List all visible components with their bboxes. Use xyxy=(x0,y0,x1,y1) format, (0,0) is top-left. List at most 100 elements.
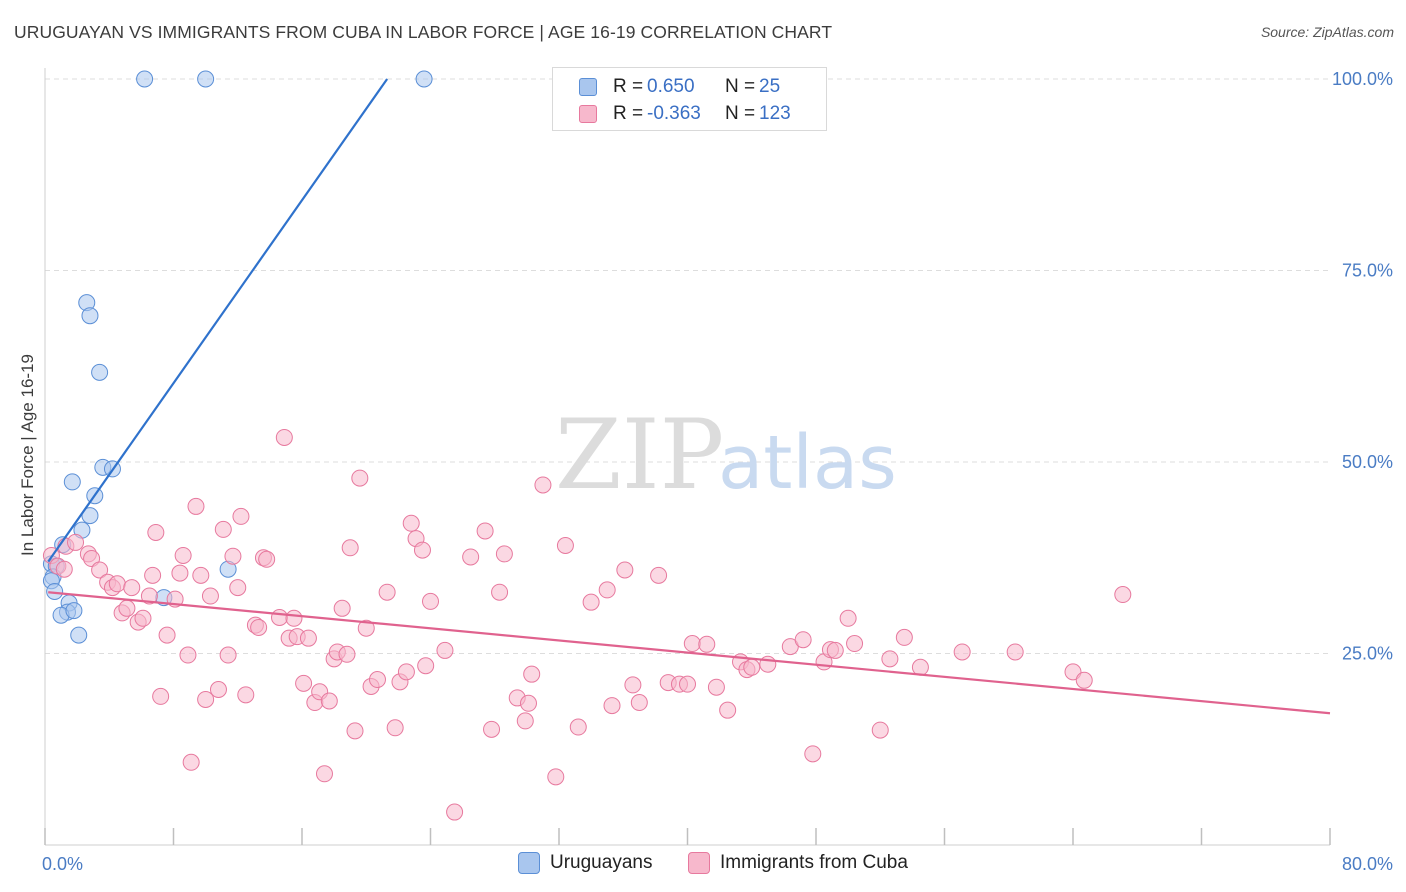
legend-n-label: N = xyxy=(725,103,756,124)
point-uruguayans xyxy=(70,626,88,644)
y-tick-label: 25.0% xyxy=(1342,644,1393,664)
point-cuba xyxy=(462,548,480,566)
chart-title: URUGUAYAN VS IMMIGRANTS FROM CUBA IN LAB… xyxy=(14,22,833,42)
point-cuba xyxy=(333,599,351,617)
y-tick-label: 75.0% xyxy=(1342,261,1393,281)
point-uruguayans xyxy=(81,307,99,325)
point-cuba xyxy=(378,583,396,601)
legend-n-value: 123 xyxy=(759,103,791,124)
point-cuba xyxy=(152,687,170,705)
point-cuba xyxy=(123,579,141,597)
bottom-legend-label: Uruguayans xyxy=(550,852,653,873)
point-uruguayans xyxy=(46,582,64,600)
point-cuba xyxy=(192,566,210,584)
point-cuba xyxy=(67,533,85,551)
point-cuba xyxy=(351,469,369,487)
point-cuba xyxy=(650,566,668,584)
point-cuba xyxy=(743,658,761,676)
point-cuba xyxy=(1075,671,1093,689)
point-cuba xyxy=(698,635,716,653)
point-cuba xyxy=(275,428,293,446)
point-cuba xyxy=(237,686,255,704)
legend: R = 0.650 N = 25 R = -0.363 N = 123 xyxy=(552,67,827,131)
point-uruguayans xyxy=(91,363,109,381)
legend-swatch-blue xyxy=(579,78,597,96)
watermark-zip: ZIP xyxy=(555,399,724,511)
bottom-legend: Uruguayans Immigrants from Cuba xyxy=(0,852,1406,878)
point-cuba xyxy=(582,593,600,611)
point-cuba xyxy=(603,697,621,715)
point-cuba xyxy=(1114,586,1132,604)
point-cuba xyxy=(229,579,247,597)
point-cuba xyxy=(881,650,899,668)
point-cuba xyxy=(871,721,889,739)
y-axis-label: In Labor Force | Age 16-19 xyxy=(18,354,37,556)
point-cuba xyxy=(624,676,642,694)
point-cuba xyxy=(182,753,200,771)
bottom-legend-uruguayans: Uruguayans xyxy=(518,852,652,874)
point-cuba xyxy=(719,701,737,719)
point-cuba xyxy=(147,523,165,541)
point-cuba xyxy=(315,765,333,783)
point-cuba xyxy=(491,583,509,601)
point-cuba xyxy=(83,550,101,568)
point-cuba xyxy=(250,618,268,636)
point-cuba xyxy=(495,545,513,563)
point-cuba xyxy=(804,745,822,763)
point-cuba xyxy=(422,592,439,610)
point-cuba xyxy=(417,657,435,675)
point-cuba xyxy=(55,560,73,578)
tick-labels: 100.0% 75.0% 50.0% 25.0% 0.0% 80.0% xyxy=(42,69,1393,874)
trend-line-cuba xyxy=(48,591,1331,715)
legend-n-value: 25 xyxy=(759,76,781,97)
point-cuba xyxy=(144,566,162,584)
bottom-legend-swatch-pink xyxy=(688,852,710,874)
point-cuba xyxy=(271,608,289,626)
y-tick-label: 100.0% xyxy=(1332,69,1393,89)
point-uruguayans xyxy=(63,473,81,491)
point-cuba xyxy=(483,720,501,738)
point-cuba xyxy=(285,609,303,627)
point-cuba xyxy=(341,539,359,557)
gridlines xyxy=(45,78,1330,654)
bottom-legend-cuba: Immigrants from Cuba xyxy=(688,852,908,874)
point-cuba xyxy=(413,541,431,559)
series-cuba xyxy=(42,428,1132,821)
point-cuba xyxy=(118,599,136,617)
point-cuba xyxy=(320,692,338,710)
watermark-atlas: atlas xyxy=(718,420,897,506)
legend-r-value: -0.363 xyxy=(647,103,701,124)
point-cuba xyxy=(179,646,197,664)
trend-lines xyxy=(47,78,1331,715)
point-cuba xyxy=(214,520,232,538)
point-cuba xyxy=(826,641,844,659)
legend-r-label: R = xyxy=(613,76,644,97)
point-cuba xyxy=(446,803,464,821)
point-cuba xyxy=(346,722,364,740)
point-cuba xyxy=(232,507,250,525)
x-tick-label: 80.0% xyxy=(1342,854,1393,874)
point-cuba xyxy=(295,674,313,692)
legend-row-cuba: R = -0.363 N = 123 xyxy=(579,102,791,126)
point-cuba xyxy=(171,564,189,582)
x-tick-label: 0.0% xyxy=(42,854,83,874)
point-cuba xyxy=(1006,643,1024,661)
point-cuba xyxy=(598,581,616,599)
point-cuba xyxy=(209,681,227,699)
point-uruguayans xyxy=(415,70,433,88)
point-cuba xyxy=(258,550,276,568)
point-cuba xyxy=(108,575,126,593)
point-cuba xyxy=(368,671,386,689)
source-label: Source: ZipAtlas.com xyxy=(1260,24,1394,40)
point-cuba xyxy=(187,497,205,515)
bottom-legend-swatch-blue xyxy=(518,852,540,874)
point-cuba xyxy=(846,635,864,653)
point-uruguayans xyxy=(197,70,215,88)
point-uruguayans xyxy=(65,602,83,620)
point-cuba xyxy=(679,675,696,693)
point-cuba xyxy=(839,609,857,627)
legend-swatch-pink xyxy=(579,105,597,123)
point-cuba xyxy=(794,631,812,649)
point-uruguayans xyxy=(81,507,99,525)
